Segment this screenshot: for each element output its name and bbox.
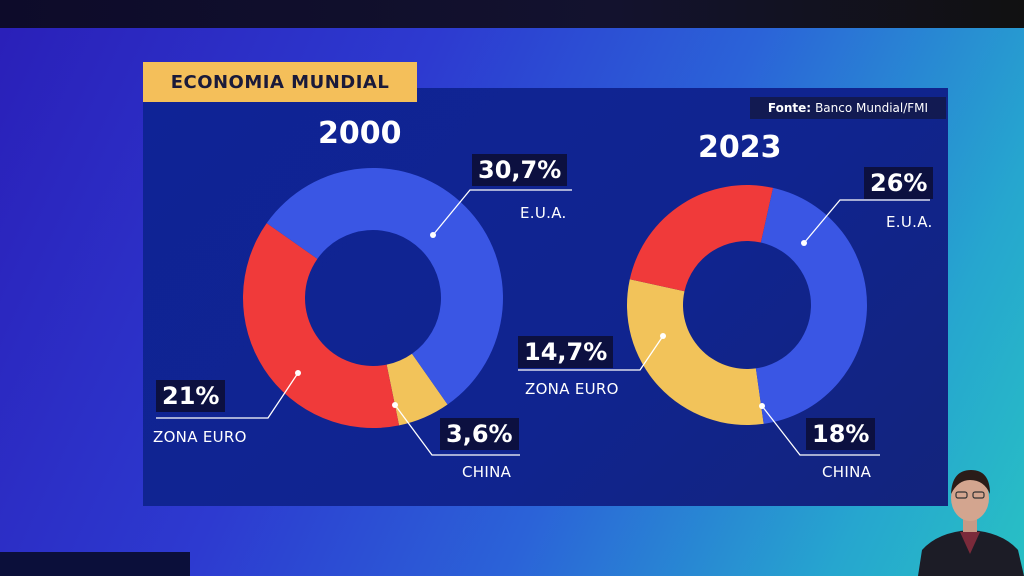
leader-2000-china: [394, 404, 520, 456]
leader-2023-eua-dot: [801, 240, 807, 246]
donut-2023: [627, 184, 868, 425]
chart-2023-year: 2023: [698, 130, 782, 165]
label-2023-china-name: CHINA: [822, 463, 872, 481]
label-2023-zona-euro-name: ZONA EURO: [525, 380, 619, 398]
leader-2023-zona-euro: [518, 335, 664, 371]
slice-2023-zona-euro: [629, 184, 774, 292]
donut-2000: [243, 167, 504, 428]
label-2000-china-value: 3,6%: [440, 418, 519, 450]
label-2023-china-value: 18%: [806, 418, 876, 450]
leader-2000-eua-dot: [430, 232, 436, 238]
leader-2023-eua: [803, 199, 930, 244]
leader-2000-eua: [432, 189, 572, 236]
source-label: Fonte:: [767, 101, 812, 115]
slice-2000-china: [386, 353, 448, 426]
sign-language-interpreter-image: [918, 470, 1024, 576]
source-note: Fonte: Banco Mundial/FMI: [750, 97, 946, 119]
slice-2000-eua: [266, 167, 504, 405]
leader-2000-china-dot: [392, 402, 398, 408]
leader-2023-zona-euro-dot: [660, 333, 666, 339]
leader-2000-zona-euro: [156, 372, 299, 419]
label-2000-zona-euro-name: ZONA EURO: [153, 428, 247, 446]
leader-2000-zona-euro-dot: [295, 370, 301, 376]
leader-2023-china-dot: [759, 403, 765, 409]
label-2023-zona-euro-value: 14,7%: [518, 336, 614, 368]
label-2023-eua-name: E.U.A.: [886, 213, 933, 231]
label-2023-eua-value: 26%: [864, 167, 934, 199]
chart-title-banner: ECONOMIA MUNDIAL: [143, 62, 417, 102]
chart-2000-year: 2000: [318, 116, 402, 151]
footer-bar: [0, 552, 190, 576]
label-2000-china-name: CHINA: [462, 463, 512, 481]
leader-lines: [156, 189, 930, 456]
leader-2023-china: [761, 405, 880, 456]
slice-2023-china: [627, 279, 764, 425]
source-text: Banco Mundial/FMI: [815, 101, 929, 115]
screen-bezel: [0, 0, 1024, 28]
slice-2000-zona-euro: [243, 223, 400, 428]
label-2000-zona-euro-value: 21%: [156, 380, 226, 412]
label-2000-eua-value: 30,7%: [472, 154, 568, 186]
slice-2023-eua: [755, 187, 868, 424]
label-2000-eua-name: E.U.A.: [520, 204, 567, 222]
